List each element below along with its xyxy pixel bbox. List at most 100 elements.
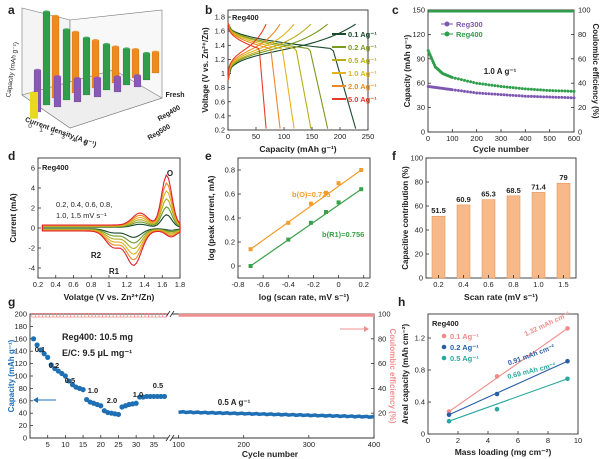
panel-g-y2label: Coulombic efficiency (%) — [388, 328, 397, 423]
panel-e-xlabel: log (scan rate, mV s⁻¹) — [259, 292, 350, 302]
panel-d-x-tick-label: 0.2 — [33, 280, 43, 289]
axis-break — [165, 310, 171, 318]
capacity-point-1-29 — [466, 79, 470, 83]
x-tick-label: 2 — [50, 130, 54, 137]
capacity-point-1-30 — [469, 80, 473, 84]
peak-label-r1: R1 — [109, 267, 120, 276]
panel-c-x-tick-label: 600 — [568, 134, 581, 143]
fit-line-2 — [448, 378, 568, 422]
panel-letter-a: a — [8, 3, 15, 17]
panel-e-frame — [237, 157, 371, 279]
legend-marker-1 — [441, 344, 447, 350]
bar-cap — [34, 68, 41, 72]
capacity-point-1-51 — [532, 88, 536, 92]
bar-3 — [506, 195, 521, 279]
bar-cap — [123, 47, 130, 51]
capacity-point-1-0 — [48, 362, 54, 368]
bar-cap — [114, 75, 121, 79]
capacity-point-1-63 — [569, 89, 573, 93]
panel-b-x-tick-label: 150 — [306, 132, 319, 141]
panel-c-x-tick-label: 200 — [470, 134, 483, 143]
legend-label-2: 0.5 Ag⁻¹ — [348, 56, 377, 65]
capacity-point-6-7 — [161, 393, 168, 400]
capacity-point-0-52 — [560, 95, 564, 99]
panel-g-x-tick-label: 300 — [303, 440, 316, 449]
capacity-point-0-55 — [569, 96, 573, 100]
panel-e-y-tick-label: 0 — [231, 262, 235, 271]
panel-b-frame — [227, 9, 369, 131]
capacity-point-1-24 — [450, 76, 454, 80]
bar-reg400-4 — [122, 48, 131, 86]
panel-c-y2-tick-label: 40 — [578, 79, 586, 88]
data-point-1-5 — [359, 187, 364, 192]
bar-reg500-2 — [73, 78, 82, 103]
legend-label-0: 0.1 Ag⁻¹ — [348, 30, 377, 39]
axis-break — [169, 310, 175, 318]
panel-c-y-tick-label: 30 — [417, 103, 425, 112]
bar-reg400-1 — [62, 29, 71, 101]
panel-c-y-tick-label: 90 — [417, 54, 425, 63]
panel-g-x-tick-label: 30 — [132, 440, 140, 449]
panel-d-x-tick-label: 0.6 — [68, 280, 78, 289]
panel-g-y-tick-label: 140 — [14, 347, 27, 356]
bar-value-label-4: 71.4 — [531, 182, 546, 191]
data-point-0-5 — [359, 168, 364, 172]
panel-b-y-tick-label: 1.6 — [215, 27, 225, 36]
panel-b-ylabel: Voltage (V vs. Zn²⁺/Zn) — [201, 27, 210, 113]
capacity-point-2-0 — [66, 378, 72, 384]
panel-c-x-tick-label: 0 — [426, 134, 430, 143]
capacity-point-0-56 — [572, 96, 576, 100]
legend-label-0: 0.1 Ag⁻¹ — [450, 332, 479, 341]
legend-label-1: 0.2 Ag⁻¹ — [450, 343, 479, 352]
capacity-point-0-31 — [496, 92, 500, 96]
panel-b-x-tick-label: 250 — [362, 132, 375, 141]
capacity-point-0-24 — [475, 91, 479, 95]
bar-reg500-1 — [53, 76, 62, 108]
x-tick-label: 1 — [39, 127, 43, 134]
bar-cap — [72, 30, 79, 34]
panel-d-x-tick-label: 1.6 — [157, 280, 167, 289]
bar-reg500-4 — [113, 76, 122, 93]
capacity-point-0-22 — [469, 90, 473, 94]
panel-e-y-tick-label: 0.6 — [225, 190, 235, 199]
capacity-point-1-52 — [536, 88, 539, 92]
legend-label-5: 5.0 Ag⁻¹ — [348, 95, 377, 104]
capacity-point-5-4 — [133, 400, 139, 406]
cv-curve-4 — [41, 182, 181, 261]
panel-g-frame-right — [172, 313, 375, 439]
bar-cap — [152, 50, 159, 54]
panel-b-y-tick-label: 0.2 — [215, 126, 225, 135]
panel-c-y-tick-label: 60 — [417, 79, 425, 88]
panel-g-y-tick-label: 20 — [19, 421, 27, 430]
panel-f-y-tick-label: 60 — [415, 202, 423, 211]
panel-f-y-tick-label: 100 — [410, 154, 423, 163]
panel-f-ylabel: Capacitive contribution (%) — [401, 166, 410, 270]
panel-g-y-tick-label: 160 — [14, 334, 27, 343]
capacity-point-0-50 — [554, 95, 558, 99]
panel-e-label-o: b(O)=0.725 — [292, 190, 331, 199]
category-reg500: Reg500 — [147, 123, 172, 142]
capacity-point-0-17 — [453, 88, 457, 92]
panel-d-title: Reg400 — [42, 163, 69, 172]
rate-label-5: 1.0 — [133, 390, 143, 399]
capacity-point-0-23 — [472, 91, 476, 95]
bar-1 — [456, 204, 471, 279]
panel-h-x-tick-label: 8 — [546, 436, 550, 445]
panel-b-y-tick-label: 0.4 — [215, 111, 225, 120]
capacity-point-1-25 — [453, 76, 457, 80]
panel-d-y-tick-label: 6 — [31, 164, 35, 173]
panel-f-x-tick-label: 0.2 — [433, 280, 443, 289]
panel-c-y-tick-label: 0 — [421, 128, 425, 137]
data-point-0-1 — [286, 220, 291, 225]
panel-d-legend-line2: 1.0, 1.5 mV s⁻¹ — [56, 211, 107, 220]
bar-cap — [92, 39, 99, 42]
panel-b-title: Reg400 — [232, 13, 259, 22]
panel-h-x-tick-label: 0 — [426, 436, 430, 445]
panel-g-y2-tick-label: 60 — [378, 359, 386, 368]
panel-e-x-tick-label: -0.4 — [282, 280, 295, 289]
capacity-point-1-62 — [566, 89, 570, 93]
capacity-point-0-1 — [34, 342, 40, 348]
panel-b-y-tick-label: 1.2 — [215, 55, 225, 64]
capacity-point-1-46 — [517, 86, 521, 90]
